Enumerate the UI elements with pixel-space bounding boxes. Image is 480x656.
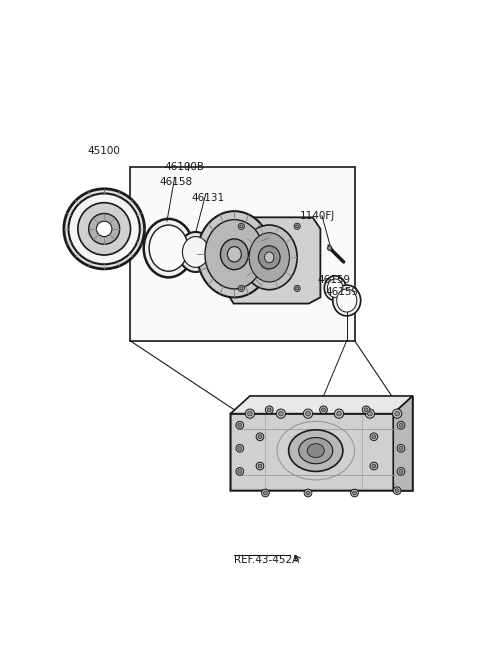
Circle shape: [368, 411, 372, 416]
Circle shape: [265, 406, 273, 414]
Circle shape: [96, 221, 112, 237]
Circle shape: [393, 487, 401, 495]
Text: 1140FJ: 1140FJ: [300, 211, 336, 221]
Circle shape: [322, 408, 325, 412]
Circle shape: [395, 489, 399, 493]
Circle shape: [236, 445, 244, 452]
Circle shape: [397, 421, 405, 429]
Ellipse shape: [336, 289, 357, 312]
Circle shape: [296, 287, 299, 290]
Ellipse shape: [228, 247, 241, 262]
Circle shape: [395, 411, 399, 416]
Polygon shape: [230, 396, 413, 491]
Circle shape: [256, 462, 264, 470]
Circle shape: [306, 411, 311, 416]
Circle shape: [69, 194, 140, 264]
Circle shape: [362, 406, 370, 414]
Circle shape: [350, 489, 359, 497]
Circle shape: [364, 408, 368, 412]
Circle shape: [365, 409, 375, 419]
Ellipse shape: [258, 246, 280, 269]
Circle shape: [372, 464, 376, 468]
Circle shape: [236, 468, 244, 475]
Circle shape: [240, 287, 243, 290]
Circle shape: [238, 285, 244, 291]
Circle shape: [397, 468, 405, 475]
Circle shape: [238, 223, 244, 230]
Circle shape: [370, 462, 378, 470]
Circle shape: [294, 285, 300, 291]
Circle shape: [399, 470, 403, 474]
Circle shape: [256, 433, 264, 441]
Polygon shape: [393, 396, 413, 491]
Text: 46158: 46158: [159, 177, 192, 187]
Ellipse shape: [144, 219, 193, 277]
Circle shape: [258, 435, 262, 439]
Polygon shape: [228, 217, 321, 304]
Circle shape: [236, 421, 244, 429]
Text: REF.43-452A: REF.43-452A: [234, 554, 300, 565]
Ellipse shape: [220, 239, 248, 270]
Ellipse shape: [179, 232, 213, 272]
Circle shape: [240, 225, 243, 228]
Circle shape: [306, 491, 310, 495]
Circle shape: [370, 433, 378, 441]
Ellipse shape: [241, 225, 297, 290]
Circle shape: [238, 423, 242, 427]
Circle shape: [320, 406, 327, 414]
Text: 46159: 46159: [317, 275, 350, 285]
Text: 46131: 46131: [192, 193, 225, 203]
Circle shape: [399, 423, 403, 427]
Circle shape: [393, 409, 402, 419]
Circle shape: [64, 189, 144, 269]
Circle shape: [278, 411, 283, 416]
Circle shape: [335, 409, 344, 419]
Circle shape: [327, 246, 332, 251]
Text: 46100B: 46100B: [165, 162, 204, 172]
Circle shape: [267, 408, 271, 412]
Circle shape: [399, 446, 403, 450]
Circle shape: [296, 225, 299, 228]
Circle shape: [294, 223, 300, 230]
Ellipse shape: [288, 430, 343, 472]
Circle shape: [78, 203, 131, 255]
Circle shape: [238, 470, 242, 474]
Circle shape: [264, 491, 267, 495]
Ellipse shape: [182, 237, 209, 268]
Ellipse shape: [249, 233, 289, 282]
Circle shape: [262, 489, 269, 497]
Ellipse shape: [264, 252, 274, 263]
Ellipse shape: [307, 443, 324, 458]
Ellipse shape: [205, 220, 264, 289]
Ellipse shape: [299, 438, 333, 464]
Circle shape: [245, 409, 254, 419]
Circle shape: [397, 445, 405, 452]
Circle shape: [336, 411, 341, 416]
Polygon shape: [230, 396, 413, 414]
Text: 45100: 45100: [87, 146, 120, 157]
Circle shape: [372, 435, 376, 439]
Circle shape: [353, 491, 357, 495]
Circle shape: [238, 446, 242, 450]
Ellipse shape: [197, 211, 272, 297]
Circle shape: [248, 411, 252, 416]
Circle shape: [276, 409, 286, 419]
Circle shape: [89, 213, 120, 244]
Circle shape: [303, 409, 312, 419]
Polygon shape: [130, 167, 355, 340]
Text: 46159: 46159: [325, 287, 358, 297]
Ellipse shape: [333, 285, 360, 316]
Ellipse shape: [327, 279, 343, 297]
Ellipse shape: [324, 276, 346, 300]
Circle shape: [258, 464, 262, 468]
Circle shape: [304, 489, 312, 497]
Ellipse shape: [149, 225, 188, 271]
